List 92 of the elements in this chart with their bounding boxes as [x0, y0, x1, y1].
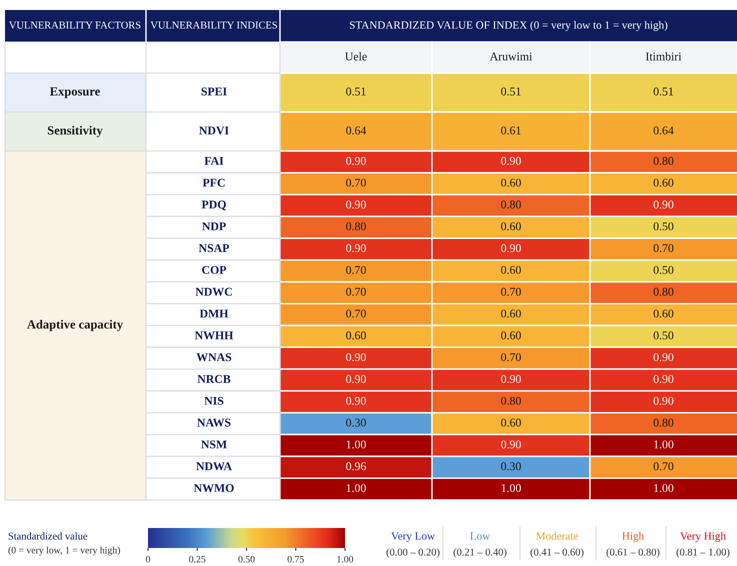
- y-tick-label: NDWA: [196, 462, 232, 470]
- text: Low (0.21 – 0.40): [454, 532, 506, 558]
- y-tick-label: NIS: [204, 396, 224, 405]
- y-tick-label: SPEI: [202, 88, 227, 96]
- data-label: 0.60: [501, 266, 521, 274]
- data-label: 0.90: [346, 396, 366, 405]
- data-label: 0.90: [346, 200, 366, 209]
- y-tick-label: COP: [202, 266, 226, 274]
- data-label: 0.61: [501, 126, 521, 135]
- x-tick-label: Aruwimi: [490, 52, 532, 60]
- data-label: 0.51: [501, 87, 521, 96]
- data-label: 0.70: [346, 178, 366, 187]
- data-label: 0.90: [654, 200, 674, 209]
- color-bar-label: 0: [146, 556, 150, 562]
- data-label: 0.60: [346, 331, 366, 340]
- y-tick-label: NDP: [202, 222, 226, 230]
- data-label: 0.80: [654, 156, 674, 165]
- y-tick-label: DMH: [200, 310, 228, 318]
- data-label: 0.60: [654, 310, 674, 318]
- data-label: 0.90: [501, 244, 521, 252]
- text: VULNERABILITY INDICES: [150, 22, 277, 29]
- data-label: 0.90: [654, 353, 674, 362]
- data-label: 0.70: [501, 353, 521, 362]
- data-label: 0.30: [346, 418, 366, 427]
- text: Moderate (0.41 – 0.60): [530, 532, 584, 558]
- data-label: 1.00: [346, 440, 366, 448]
- y-tick-label: WNAS: [196, 353, 232, 362]
- data-label: 0.60: [501, 310, 521, 318]
- data-label: 0.90: [501, 375, 521, 384]
- data-label: 0.30: [501, 462, 521, 470]
- y-tick-label: NSM: [201, 440, 227, 448]
- data-label: 0.60: [501, 418, 521, 427]
- data-label: 0.50: [654, 266, 674, 274]
- color-bar-label: 1.00: [337, 556, 354, 563]
- text: VULNERABILITY FACTORS: [9, 22, 140, 29]
- data-label: 0.70: [654, 462, 674, 470]
- data-label: 0.80: [654, 288, 674, 296]
- text: Sensitivity: [48, 126, 103, 138]
- data-label: 0.51: [346, 87, 366, 96]
- data-label: 0.70: [346, 288, 366, 296]
- data-label: 0.60: [501, 178, 521, 187]
- y-tick-label: NRCB: [198, 375, 230, 383]
- data-label: 0.90: [346, 375, 366, 384]
- color-bar-label: 0.75: [288, 556, 304, 563]
- x-tick-label: Itimbiri: [646, 52, 682, 60]
- data-label: 0.70: [501, 288, 521, 296]
- data-label: 0.90: [346, 244, 366, 252]
- data-label: 0.50: [654, 222, 674, 230]
- y-tick-label: NDVI: [199, 126, 229, 135]
- y-tick-label: NWMO: [194, 484, 234, 492]
- text: Very High (0.81 – 1.00): [676, 532, 730, 558]
- data-label: 0.80: [654, 418, 674, 427]
- data-label: 0.70: [346, 310, 366, 318]
- data-label: 0.70: [654, 244, 674, 252]
- y-tick-label: PFC: [202, 178, 225, 187]
- y-tick-label: NSAP: [198, 244, 230, 252]
- text: High (0.61 – 0.80): [606, 532, 660, 558]
- text: Very Low (0.00 – 0.20): [386, 532, 440, 558]
- color-bar-label: 0.25: [189, 556, 206, 563]
- text: Exposure: [50, 87, 100, 98]
- data-label: 0.80: [501, 396, 521, 405]
- data-label: 0.60: [501, 222, 521, 230]
- data-label: 0.70: [346, 266, 366, 274]
- text: Adaptive capacity: [27, 320, 123, 332]
- data-label: 0.50: [654, 331, 674, 340]
- color-bar-title: Standardized value (0 = very low, 1 = very high): [8, 532, 120, 556]
- chart-title: STANDARDIZED VALUE OF INDEX (0 = very low to 1 = very high): [350, 20, 668, 32]
- data-label: 0.90: [501, 156, 521, 165]
- x-tick-label: Uele: [345, 52, 367, 60]
- data-label: 0.60: [654, 178, 674, 187]
- data-label: 0.90: [654, 375, 674, 384]
- data-label: 0.90: [654, 396, 674, 405]
- data-label: 0.90: [346, 353, 366, 362]
- data-label: 0.90: [346, 156, 366, 165]
- data-label: 0.64: [654, 126, 674, 135]
- data-label: 1.00: [654, 484, 674, 492]
- y-tick-label: NDWC: [196, 288, 232, 296]
- data-label: 0.80: [501, 200, 521, 209]
- data-label: 0.51: [654, 87, 674, 96]
- y-tick-label: PDQ: [202, 200, 226, 210]
- data-label: 0.64: [346, 126, 366, 135]
- data-label: 0.90: [501, 440, 521, 448]
- data-label: 0.60: [501, 331, 521, 340]
- y-tick-label: NAWS: [197, 418, 231, 427]
- data-label: 0.80: [346, 222, 366, 230]
- color-bar-label: 0.50: [238, 556, 255, 563]
- y-tick-label: NWHH: [194, 332, 234, 340]
- data-label: 1.00: [654, 440, 674, 448]
- data-label: 1.00: [502, 484, 521, 492]
- data-label: 1.00: [346, 484, 366, 492]
- y-tick-label: FAI: [204, 156, 224, 165]
- data-label: 0.96: [346, 462, 366, 470]
